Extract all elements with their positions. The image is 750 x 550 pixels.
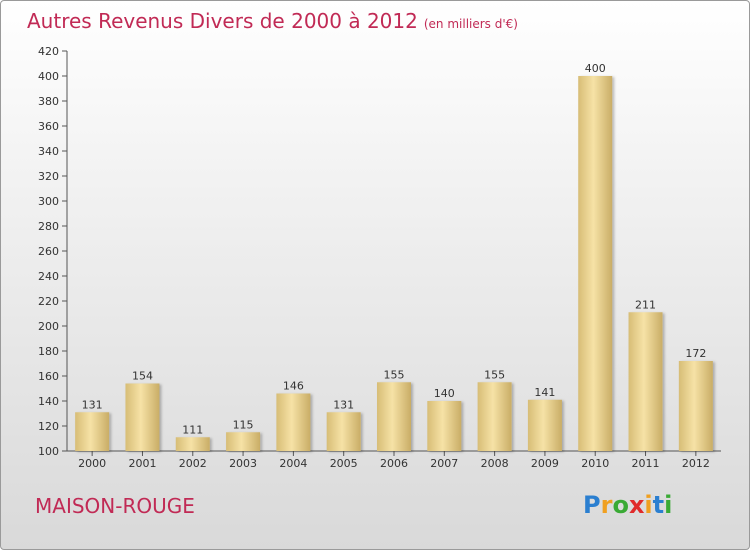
x-axis: 2000 2001 2002 2003 2004 2005 2006 2007 2008 2009… [67,450,721,470]
data-label-2000: 131 [82,398,103,411]
x-tick-label: 2002 [179,457,207,470]
y-tick-label: 200 [38,320,59,333]
data-label-2002: 111 [182,423,203,436]
x-tick-label: 2005 [330,457,358,470]
y-tick-label: 260 [38,245,59,258]
bar-2001 [125,383,160,451]
data-label-2012: 172 [685,347,706,360]
data-label-2006: 155 [384,368,405,381]
y-tick-label: 120 [38,420,59,433]
chart-unit: (en milliers d'€) [423,17,518,31]
logo-letter: P [583,491,601,519]
commune-name: MAISON-ROUGE [35,494,195,518]
y-tick-label: 300 [38,195,59,208]
y-tick-label: 360 [38,120,59,133]
bars: 131 154 111 115 146 131 155 140 155 141 400 211 172 [75,62,713,451]
x-tick-label: 2001 [128,457,156,470]
data-label-2011: 211 [635,298,656,311]
bar-2008 [477,382,512,451]
logo-letter: o [612,491,629,519]
bar-2002 [175,437,210,451]
y-tick-label: 380 [38,95,59,108]
bar-2005 [326,412,361,451]
data-label-2005: 131 [333,398,354,411]
x-tick-label: 2012 [682,457,710,470]
logo-letter: i [664,491,673,519]
data-label-2003: 115 [233,418,254,431]
x-tick-label: 2007 [430,457,458,470]
x-tick-label: 2003 [229,457,257,470]
bar-2007 [427,401,462,451]
data-label-2010: 400 [585,62,606,75]
bar-2010 [578,76,613,451]
chart-title: Autres Revenus Divers de 2000 à 2012 (en … [27,9,518,33]
bar-2012 [678,361,713,451]
bar-2006 [377,382,411,451]
y-tick-label: 280 [38,220,59,233]
y-tick-label: 100 [38,445,59,458]
data-label-2007: 140 [434,387,455,400]
logo-letter: t [652,491,665,519]
x-tick-label: 2009 [531,457,559,470]
x-tick-label: 2011 [632,457,660,470]
bar-2003 [226,432,261,451]
chart-title-text: Autres Revenus Divers de 2000 à 2012 [27,9,418,33]
y-tick-label: 160 [38,370,59,383]
y-tick-label: 420 [38,45,59,58]
x-tick-label: 2006 [380,457,408,470]
logo-letter: x [628,491,645,519]
x-tick-label: 2004 [279,457,307,470]
data-label-2001: 154 [132,370,153,383]
y-axis: 100 120 140 160 180 200 220 240 260 280 300 320 340 3… [38,45,68,458]
y-tick-label: 140 [38,395,59,408]
x-tick-label: 2008 [481,457,509,470]
y-tick-label: 340 [38,145,59,158]
y-tick-label: 220 [38,295,59,308]
proxiti-logo[interactable]: Proxiti [583,491,672,519]
data-label-2004: 146 [283,380,304,393]
y-tick-label: 180 [38,345,59,358]
data-label-2008: 155 [484,368,505,381]
bar-2011 [628,312,663,451]
bar-2000 [75,412,110,451]
x-tick-label: 2000 [78,457,106,470]
bar-2009 [527,399,562,451]
x-tick-label: 2010 [581,457,609,470]
y-tick-label: 240 [38,270,59,283]
y-tick-label: 400 [38,70,59,83]
bar-2004 [276,393,311,451]
logo-letter: r [600,491,613,519]
logo-letter: i [644,491,653,519]
data-label-2009: 141 [534,386,555,399]
y-tick-label: 320 [38,170,59,183]
